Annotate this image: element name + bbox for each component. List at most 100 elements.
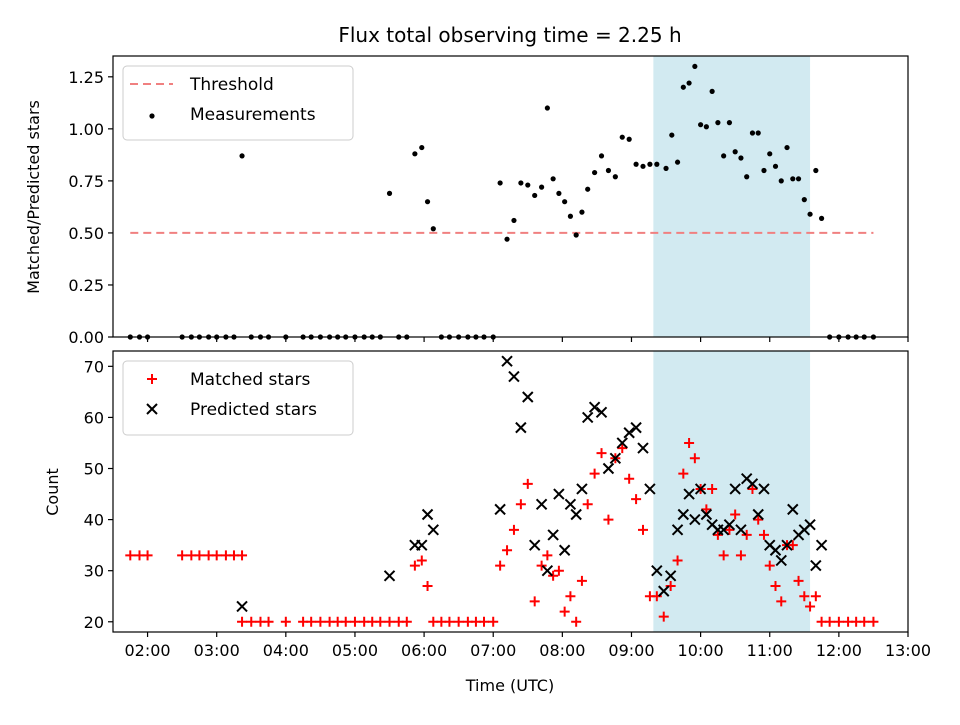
data-point — [504, 236, 510, 242]
data-point — [813, 167, 819, 174]
x-tick-label: 03:00 — [194, 641, 240, 660]
data-point — [515, 421, 527, 434]
data-point — [542, 550, 553, 561]
data-point — [237, 616, 248, 627]
y-tick-label: 70 — [84, 357, 104, 376]
x-tick-label: 09:00 — [608, 641, 654, 660]
data-point — [630, 421, 642, 434]
axes-frame — [112, 55, 909, 338]
data-point — [658, 585, 670, 597]
data-point — [772, 163, 779, 169]
bottom-panel: 20 30 40 50 60 70 02:00 03:00 04:00 05:00 06:00 07:… — [84, 350, 931, 660]
top-y-axis-label: Matched/Predicted stars — [24, 100, 43, 294]
data-point — [589, 468, 600, 479]
data-point — [805, 601, 816, 612]
data-point — [741, 529, 752, 540]
y-tick-label: 20 — [84, 613, 104, 632]
data-point — [315, 616, 326, 627]
x-tick-label: 04:00 — [263, 641, 309, 660]
data-point — [419, 144, 425, 151]
data-point — [651, 564, 663, 577]
data-point — [536, 560, 547, 571]
data-point — [732, 149, 738, 155]
data-point — [626, 136, 632, 142]
data-point — [715, 120, 721, 126]
data-point — [807, 211, 813, 217]
series-matched-stars — [125, 437, 879, 627]
data-point — [790, 176, 796, 182]
data-point — [562, 199, 568, 205]
data-point — [640, 163, 646, 169]
data-point — [767, 151, 773, 157]
legend-label: Matched stars — [190, 370, 310, 390]
data-point — [712, 529, 723, 540]
data-point — [633, 161, 639, 167]
data-point — [522, 478, 533, 489]
data-point — [764, 560, 775, 571]
data-point — [674, 159, 681, 165]
data-point — [637, 442, 649, 454]
data-point — [612, 174, 618, 180]
data-point — [824, 616, 835, 627]
data-point — [647, 161, 653, 167]
data-point — [340, 616, 351, 627]
data-point — [631, 494, 642, 505]
data-point — [559, 606, 570, 617]
data-point — [595, 406, 608, 419]
data-point — [571, 616, 582, 627]
y-tick-label: 1.00 — [68, 120, 104, 139]
data-point — [416, 539, 428, 551]
data-point — [776, 596, 787, 607]
data-point — [386, 190, 393, 196]
data-point — [747, 483, 758, 494]
data-point — [723, 519, 736, 531]
data-point — [515, 499, 526, 510]
data-point — [579, 209, 585, 215]
x-tick-label: 02:00 — [125, 641, 171, 660]
data-point — [603, 514, 614, 525]
data-point — [801, 197, 807, 203]
data-point — [602, 462, 615, 475]
data-point — [553, 488, 565, 500]
data-point — [651, 591, 662, 602]
data-point — [596, 448, 607, 459]
data-point — [810, 591, 821, 602]
data-point — [539, 184, 545, 190]
data-point — [758, 529, 769, 540]
data-point — [479, 616, 489, 627]
data-point — [678, 468, 689, 479]
data-point — [755, 130, 761, 136]
data-point — [522, 391, 534, 403]
data-point — [237, 550, 248, 561]
data-point — [573, 232, 579, 238]
data-point — [616, 437, 628, 449]
data-point — [422, 581, 433, 592]
y-tick-label: 0.25 — [68, 276, 104, 295]
data-point — [664, 570, 677, 582]
data-point — [746, 478, 759, 490]
data-point — [787, 503, 799, 516]
y-tick-label: 0.75 — [68, 172, 104, 191]
data-point — [556, 190, 562, 196]
data-point — [669, 132, 675, 138]
data-point — [375, 616, 386, 627]
data-point — [818, 215, 825, 221]
data-point — [535, 498, 548, 510]
data-point — [194, 550, 205, 561]
data-point — [585, 186, 591, 192]
data-point — [752, 508, 764, 521]
data-point — [349, 616, 360, 627]
data-point — [541, 564, 554, 577]
data-point — [416, 555, 427, 566]
data-point — [501, 355, 513, 367]
data-point — [263, 616, 274, 627]
data-point — [581, 411, 594, 424]
y-tick-label: 50 — [84, 460, 104, 479]
legend-measurements-swatch — [149, 113, 155, 119]
data-point — [859, 616, 870, 627]
data-point — [781, 539, 793, 551]
data-point — [453, 616, 464, 627]
data-point — [694, 483, 707, 495]
y-tick-label: 1.25 — [68, 68, 104, 87]
data-point — [570, 508, 582, 521]
